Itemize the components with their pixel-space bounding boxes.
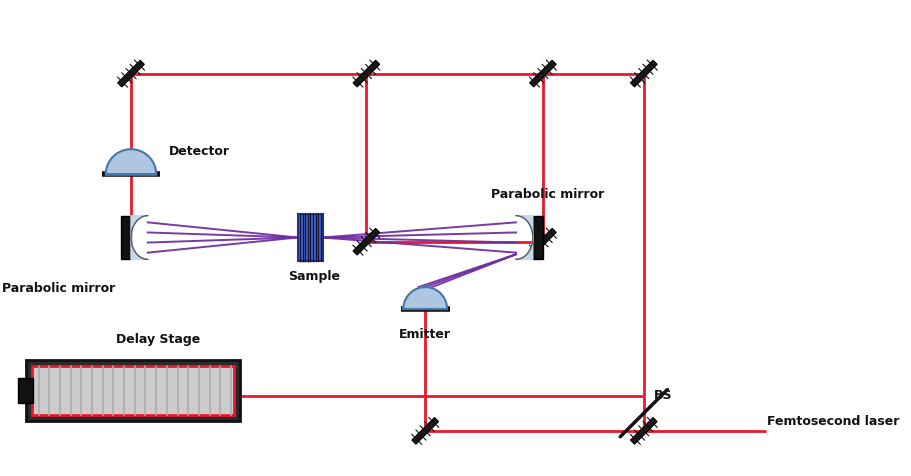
Text: Sample: Sample: [288, 270, 340, 283]
Bar: [26, 360, 240, 421]
Text: Parabolic mirror: Parabolic mirror: [3, 282, 116, 295]
Text: Emitter: Emitter: [399, 328, 451, 341]
Polygon shape: [630, 417, 657, 444]
Polygon shape: [353, 229, 379, 256]
Bar: [299, 215, 312, 261]
Bar: [121, 216, 131, 260]
Polygon shape: [529, 229, 556, 256]
Bar: [532, 216, 542, 260]
Text: BS: BS: [653, 388, 671, 401]
Polygon shape: [516, 216, 532, 260]
Polygon shape: [131, 216, 148, 260]
Polygon shape: [403, 288, 446, 309]
Polygon shape: [630, 61, 657, 88]
Polygon shape: [353, 61, 379, 88]
Text: Detector: Detector: [169, 145, 230, 158]
Polygon shape: [118, 61, 144, 88]
Polygon shape: [106, 150, 156, 175]
Text: Parabolic mirror: Parabolic mirror: [490, 187, 603, 200]
Polygon shape: [529, 61, 556, 88]
Bar: [298, 215, 323, 261]
Bar: [32, 367, 234, 415]
Bar: [17, 378, 33, 403]
Text: Delay Stage: Delay Stage: [116, 332, 200, 346]
Polygon shape: [412, 417, 438, 444]
Text: Femtosecond laser: Femtosecond laser: [766, 415, 899, 427]
